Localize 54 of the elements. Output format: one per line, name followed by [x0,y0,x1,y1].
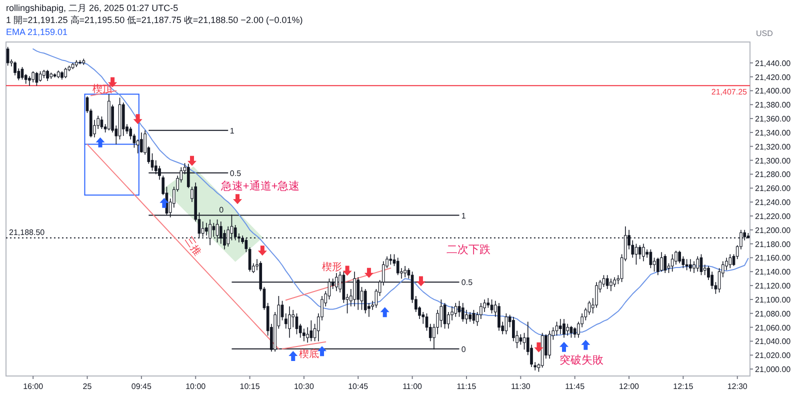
y-tick-label: 21,060.00 [755,323,792,332]
y-tick-label: 21,320.00 [755,142,792,152]
y-tick-label: 21,160.00 [755,254,792,263]
y-tick-label: 21,280.00 [755,170,792,180]
x-tick-label: 10:30 [294,382,315,391]
y-tick-label: 21,340.00 [755,128,792,138]
x-tick-label: 10:45 [348,382,369,391]
y-tick-label: 21,140.00 [755,268,792,277]
ref-line-label: 21,407.25 [711,88,748,97]
x-tick-label: 11:45 [565,382,586,391]
annotation: 0 [461,344,466,354]
annotation: 1 [461,211,466,220]
x-tick-label: 25 [82,382,92,391]
annotation: 楔底 [298,348,319,360]
x-tick-label: 12:30 [727,382,748,391]
y-tick-label: 21,120.00 [755,282,792,291]
y-tick-label: 21,040.00 [755,337,792,346]
x-tick-label: 12:00 [618,382,640,391]
y-tick-label: 21,260.00 [755,184,792,194]
y-tick-label: 21,000.00 [755,365,792,374]
x-tick-label: 09:45 [131,382,152,391]
y-tick-label: 21,420.00 [755,72,792,82]
y-tick-label: 21,220.00 [755,212,792,221]
y-tick-label: 21,020.00 [755,351,792,360]
y-tick-label: 21,380.00 [755,100,792,110]
annotation: 突破失敗 [560,353,604,366]
y-tick-label: 21,440.00 [755,58,792,68]
x-tick-label: 11:15 [456,382,477,391]
y-tick-label: 21,100.00 [755,295,792,304]
y-tick-label: 21,240.00 [755,198,792,208]
x-tick-label: 16:00 [23,382,44,391]
annotation: 二次下跌 [446,244,490,256]
annotation: 0.5 [230,168,242,178]
ref-line-label: 21,188.50 [9,228,46,237]
annotation: 急速+通道+急速 [220,180,300,193]
text: USD [756,29,774,38]
text: 1 開=21,191.25 高=21,195.50 低=21,187.75 收=21,188.50 −2.00 (−0.01%) [6,15,303,25]
y-tick-label: 21,200.00 [755,226,792,235]
annotation: 1 [230,126,235,136]
y-tick-label: 21,080.00 [755,309,792,318]
text: rollingshibapig, 二月 26, 2025 01:27 UTC-5 [6,3,178,13]
y-tick-label: 21,180.00 [755,240,792,249]
x-tick-label: 10:15 [240,382,260,391]
annotation: 0 [219,205,224,214]
x-tick-label: 11:30 [510,382,531,391]
x-tick-label: 10:00 [186,382,206,391]
text: EMA 21,159.01 [6,27,68,37]
y-tick-label: 21,360.00 [755,114,792,124]
annotation: 0.5 [461,278,474,288]
annotation: 楔形 [322,261,342,274]
x-tick-label: 11:00 [402,382,423,391]
y-tick-label: 21,400.00 [755,86,792,96]
x-tick-label: 12:15 [673,382,694,391]
y-tick-label: 21,300.00 [755,156,792,166]
